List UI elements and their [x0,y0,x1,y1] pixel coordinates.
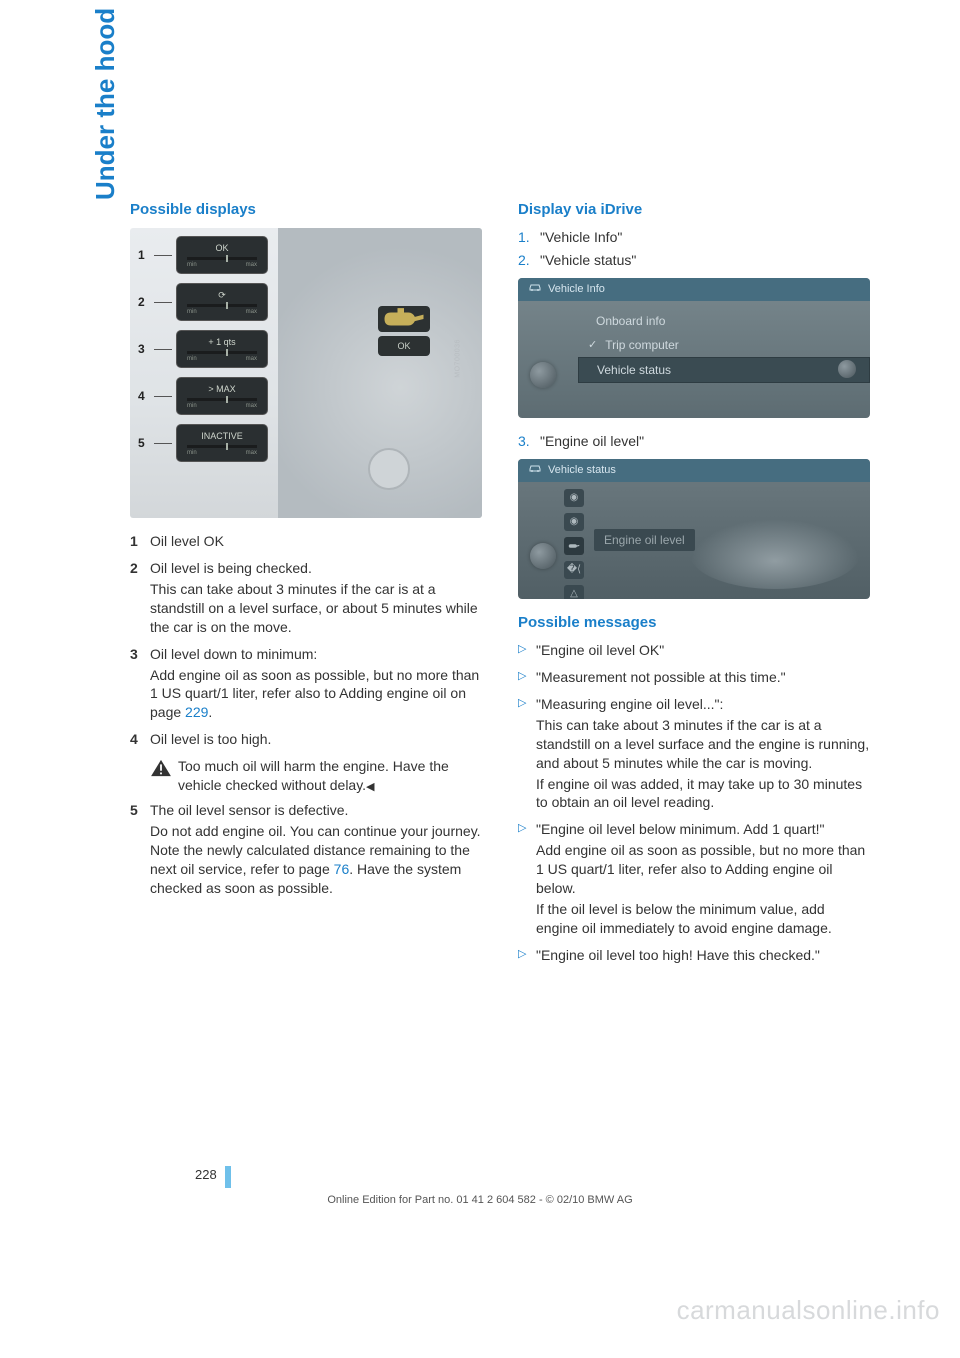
warning-triangle-icon [150,759,172,777]
gauge-box: INACTIVE minmax [176,424,268,462]
step-number: 3. [518,432,540,451]
footer-text: Online Edition for Part no. 01 41 2 604 … [0,1193,960,1208]
item-number: 4 [130,730,150,751]
oil-can-icon [378,306,430,332]
page-number-bar [225,1166,231,1188]
list-item: 4Oil level is too high. [130,730,482,751]
car-silhouette [690,519,860,589]
ss2-header-text: Vehicle status [548,463,616,478]
gauge-number: 3 [138,341,154,357]
watermark: carmanualsonline.info [677,1293,940,1328]
step-number: 1. [518,228,540,247]
right-column: Display via iDrive 1. "Vehicle Info"2. "… [518,200,870,973]
menu-label: Onboard info [596,313,665,329]
menu-row: ✓ Trip computer [578,333,870,357]
menu-row: Vehicle status [578,357,870,383]
car-icon [528,463,542,478]
screenshot-vehicle-status: Vehicle status ◉ ◉ �⟨ △ Engine oil level [518,459,870,599]
gauge-box: OK minmax [176,236,268,274]
item-number: 5 [130,801,150,899]
message-item: ▷"Engine oil level OK" [518,641,870,662]
gauge-number: 2 [138,294,154,310]
bullet-marker-icon: ▷ [518,695,536,814]
screenshot-vehicle-info: Vehicle Info Onboard info ✓ Trip computer V… [518,278,870,418]
message-item: ▷"Engine oil level below minimum. Add 1 … [518,820,870,939]
ok-badge: OK [378,336,430,356]
left-column: Possible displays OK MO700036 1 OK minma… [130,200,482,973]
gauge-box: ⟳ minmax [176,283,268,321]
bullet-marker-icon: ▷ [518,641,536,662]
step-3: 3. "Engine oil level" [518,432,870,451]
gauge-row: 3 + 1 qts minmax [138,330,268,368]
step-item: 1. "Vehicle Info" [518,228,870,247]
item-text: Oil level down to minimum:Add engine oil… [150,645,482,725]
step-item: 2. "Vehicle status" [518,251,870,270]
message-text: "Measurement not possible at this time." [536,668,870,689]
end-marker-icon: ▶ [366,780,374,795]
item-number: 3 [130,645,150,725]
item-text: Oil level is too high. [150,730,482,751]
bullet-marker-icon: ▷ [518,946,536,967]
gauge-number: 4 [138,388,154,404]
page-number: 228 [195,1166,217,1184]
check-icon: ✓ [588,338,597,353]
message-text: "Measuring engine oil level...":This can… [536,695,870,814]
message-text: "Engine oil level OK" [536,641,870,662]
section-tab: Under the hood [88,8,123,200]
list-item: 3Oil level down to minimum:Add engine oi… [130,645,482,725]
gauge-number: 5 [138,435,154,451]
message-item: ▷"Engine oil level too high! Have this c… [518,946,870,967]
gauge-box: + 1 qts minmax [176,330,268,368]
message-text: "Engine oil level below minimum. Add 1 q… [536,820,870,939]
status-icon: ◉ [564,489,584,507]
oil-icon [564,537,584,555]
idrive-knob-icon [530,362,556,388]
bullet-marker-icon: ▷ [518,668,536,689]
heading-possible-displays: Possible displays [130,200,482,220]
heading-possible-messages: Possible messages [518,613,870,633]
figure-oil-gauges: OK MO700036 1 OK minmax 2 ⟳ minmax 3 + 1… [130,228,482,518]
bmw-logo [368,448,410,490]
step-number: 2. [518,251,540,270]
gauge-row: 1 OK minmax [138,236,268,274]
bullet-marker-icon: ▷ [518,820,536,939]
page-link[interactable]: 229 [185,704,208,720]
idrive-side-knob-icon [838,360,856,378]
ss1-header-text: Vehicle Info [548,282,605,297]
warning-text: Too much oil will harm the engine. Have … [178,757,482,795]
car-icon [528,282,542,297]
item-text: Oil level OK [150,532,482,553]
step-text: "Engine oil level" [540,432,870,451]
list-item: 1Oil level OK [130,532,482,553]
message-item: ▷"Measuring engine oil level...":This ca… [518,695,870,814]
ss2-selected-label: Engine oil level [594,529,695,551]
gauge-row: 4 > MAX minmax [138,377,268,415]
menu-label: Vehicle status [597,362,671,378]
step-text: "Vehicle Info" [540,228,870,247]
menu-label: Trip computer [605,337,679,353]
warning-block: Too much oil will harm the engine. Have … [150,757,482,795]
item-text: The oil level sensor is defective.Do not… [150,801,482,899]
item-number: 2 [130,559,150,639]
page-link[interactable]: 76 [334,861,350,877]
list-item: 2Oil level is being checked.This can tak… [130,559,482,639]
list-item: 5The oil level sensor is defective.Do no… [130,801,482,899]
gauge-row: 5 INACTIVE minmax [138,424,268,462]
item-number: 1 [130,532,150,553]
gauge-number: 1 [138,247,154,263]
item-text: Oil level is being checked.This can take… [150,559,482,639]
status-icon: �⟨ [564,561,584,579]
message-text: "Engine oil level too high! Have this ch… [536,946,870,967]
idrive-knob-icon [530,543,556,569]
menu-row: Onboard info [578,309,870,333]
heading-display-idrive: Display via iDrive [518,200,870,220]
warning-icon: △ [564,585,584,599]
message-item: ▷"Measurement not possible at this time.… [518,668,870,689]
status-icon: ◉ [564,513,584,531]
gauge-box: > MAX minmax [176,377,268,415]
figure-code: MO700036 [454,339,463,378]
gauge-row: 2 ⟳ minmax [138,283,268,321]
step-text: "Vehicle status" [540,251,870,270]
